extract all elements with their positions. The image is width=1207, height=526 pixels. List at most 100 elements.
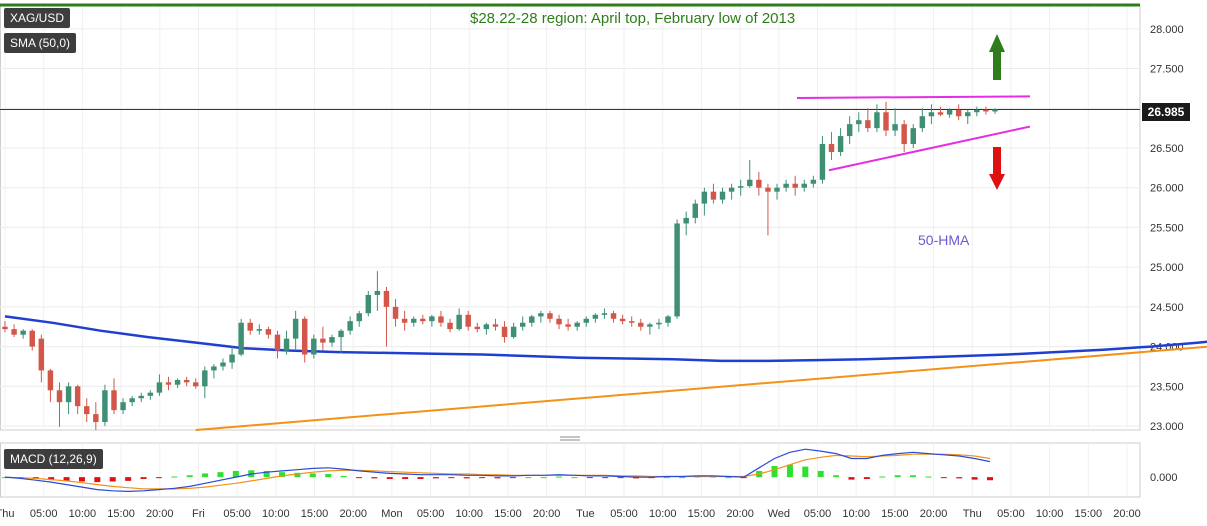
candle-body xyxy=(56,390,63,403)
x-axis-tick-label: 20:00 xyxy=(1113,508,1141,520)
up-arrow-shaft xyxy=(993,50,1001,80)
x-axis-tick-label: Thu xyxy=(963,508,982,520)
candle-body xyxy=(438,316,444,323)
candle-body xyxy=(29,330,35,347)
candle-body xyxy=(647,324,653,327)
macd-histogram-bar xyxy=(971,477,978,480)
macd-histogram-bar xyxy=(109,477,116,482)
macd-histogram-bar xyxy=(571,477,578,479)
candle-body xyxy=(320,338,326,343)
wedge-upper-line xyxy=(796,95,1031,99)
macd-histogram-bar xyxy=(279,472,286,478)
x-axis-tick-label: 20:00 xyxy=(533,508,561,520)
candle-body xyxy=(220,362,226,367)
x-axis-tick-label: 10:00 xyxy=(456,508,484,520)
macd-histogram-bar xyxy=(309,473,316,478)
macd-histogram-bar xyxy=(786,464,793,478)
macd-histogram-bar xyxy=(463,477,470,479)
candle-body xyxy=(583,318,590,323)
y-axis-tick-label: 23.500 xyxy=(1150,381,1184,393)
candle-body xyxy=(883,112,889,131)
candle-body xyxy=(992,109,998,112)
macd-histogram-bar xyxy=(371,477,378,479)
x-axis-tick-label: 05:00 xyxy=(417,508,445,520)
candle-body xyxy=(538,313,544,317)
x-axis-tick-label: 10:00 xyxy=(262,508,290,520)
candle-body xyxy=(429,316,435,322)
candle-body xyxy=(510,326,517,338)
y-axis-tick-label: 25.500 xyxy=(1150,222,1184,234)
x-axis-tick-label: 05:00 xyxy=(610,508,638,520)
candle-body xyxy=(84,406,90,415)
candle-body xyxy=(737,186,744,188)
candle-body xyxy=(65,386,72,403)
candle-body xyxy=(138,395,144,399)
candle-body xyxy=(519,322,526,327)
candle-body xyxy=(874,112,880,129)
macd-histogram-bar xyxy=(586,477,593,479)
candle-body xyxy=(247,322,253,331)
candle-body xyxy=(420,318,426,322)
candle-body xyxy=(274,334,281,351)
candle-body xyxy=(193,382,199,387)
candle-body xyxy=(910,128,916,145)
candle-body xyxy=(147,392,154,396)
candle-body xyxy=(810,179,817,184)
candle-body xyxy=(211,366,217,371)
candle-body xyxy=(719,191,726,200)
x-axis-tick-label: 20:00 xyxy=(339,508,367,520)
candle-body xyxy=(365,294,372,314)
macd-histogram-bar xyxy=(910,475,917,478)
hma-50-line xyxy=(4,315,1207,363)
y-axis-tick-label: 25.000 xyxy=(1150,262,1184,274)
y-axis-tick-label: 23.000 xyxy=(1150,421,1184,433)
candle-body xyxy=(229,354,235,363)
macd-indicator-label[interactable]: MACD (12,26,9) xyxy=(4,449,103,469)
macd-histogram-bar xyxy=(202,473,209,478)
candle-body xyxy=(120,402,126,411)
y-axis-tick-label: 24.500 xyxy=(1150,302,1184,314)
candle-body xyxy=(265,329,272,335)
x-axis-tick-label: Wed xyxy=(768,508,790,520)
candle-body xyxy=(174,379,181,385)
macd-histogram-bar xyxy=(817,470,824,478)
macd-histogram-bar xyxy=(448,477,455,479)
macd-histogram-bar xyxy=(987,477,993,481)
candle-body xyxy=(601,313,608,315)
x-axis-tick-label: 05:00 xyxy=(997,508,1025,520)
candle-body xyxy=(165,382,172,385)
candle-body xyxy=(865,120,871,129)
macd-histogram-bar xyxy=(633,477,640,479)
x-axis-tick-label: Fri xyxy=(192,508,205,520)
up-arrow-head xyxy=(989,34,1005,52)
candle-body xyxy=(619,318,626,322)
symbol-label[interactable]: XAG/USD xyxy=(4,8,71,28)
candle-body xyxy=(747,179,753,187)
candle-body xyxy=(901,124,907,145)
macd-histogram-bar xyxy=(432,477,439,479)
candle-body xyxy=(919,116,926,129)
x-axis-tick-label: 20:00 xyxy=(920,508,948,520)
y-axis-tick-label: 28.000 xyxy=(1150,24,1184,36)
macd-histogram-bar xyxy=(94,477,101,483)
down-arrow-head xyxy=(989,174,1005,190)
candle-body xyxy=(74,386,81,407)
candle-body xyxy=(674,223,680,317)
candle-body xyxy=(792,183,798,188)
sma-indicator-label[interactable]: SMA (50,0) xyxy=(4,33,77,53)
candle-body xyxy=(256,329,263,331)
candle-body xyxy=(501,326,508,338)
macd-histogram-bar xyxy=(879,476,886,478)
candle-body xyxy=(11,329,17,335)
candle-body xyxy=(692,203,698,218)
candle-body xyxy=(238,322,244,355)
macd-histogram-bar xyxy=(63,477,70,481)
x-axis-tick-label: 10:00 xyxy=(69,508,97,520)
macd-histogram-bar xyxy=(540,477,547,479)
x-axis-tick-label: 15:00 xyxy=(494,508,522,520)
x-axis-tick-label: 20:00 xyxy=(726,508,754,520)
y-axis-tick-label: 27.500 xyxy=(1150,64,1184,76)
x-axis-tick-label: 10:00 xyxy=(649,508,677,520)
macd-histogram-bar xyxy=(602,477,609,479)
macd-histogram-bar xyxy=(232,470,239,478)
